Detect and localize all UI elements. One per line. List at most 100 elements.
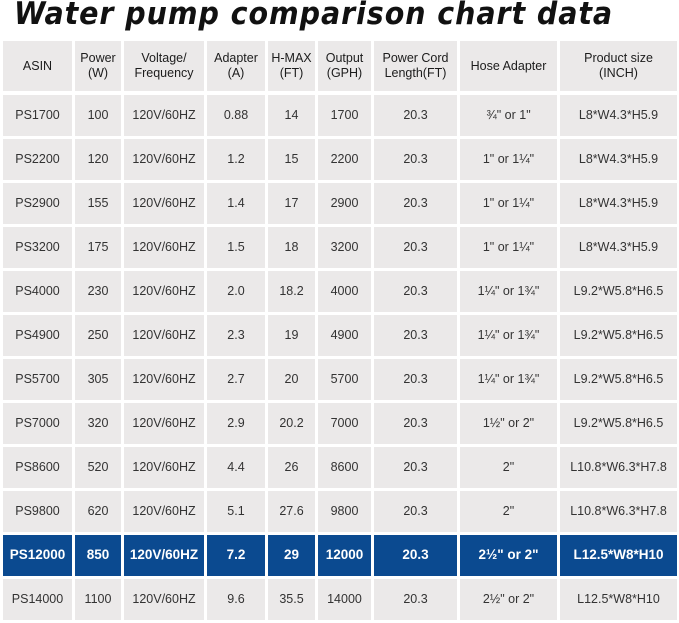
- cell-asin: PS8600: [3, 447, 72, 488]
- cell-cord-length: 20.3: [374, 139, 457, 180]
- cell-output: 3200: [318, 227, 371, 268]
- cell-power: 320: [75, 403, 121, 444]
- cell-asin: PS12000: [3, 535, 72, 576]
- table-row: PS8600 520 120V/60HZ 4.4 26 8600 20.3 2" L10.8*W…: [3, 447, 677, 488]
- cell-output: 4900: [318, 315, 371, 356]
- cell-hose-adapter: 2½" or 2": [460, 535, 557, 576]
- cell-output: 9800: [318, 491, 371, 532]
- header-sublabel: (W): [87, 66, 109, 80]
- cell-hmax: 17: [268, 183, 315, 224]
- cell-output: 1700: [318, 95, 371, 136]
- cell-voltage: 120V/60HZ: [124, 359, 204, 400]
- cell-hmax: 29: [268, 535, 315, 576]
- cell-product-size: L12.5*W8*H10: [560, 579, 677, 620]
- cell-adapter: 2.9: [207, 403, 265, 444]
- header-output: Output (GPH): [318, 41, 371, 91]
- header-label: H-MAX: [271, 51, 312, 65]
- table-row: PS9800 620 120V/60HZ 5.1 27.6 9800 20.3 2" L10.8…: [3, 491, 677, 532]
- cell-asin: PS14000: [3, 579, 72, 620]
- cell-power: 1100: [75, 579, 121, 620]
- cell-output: 2200: [318, 139, 371, 180]
- cell-asin: PS7000: [3, 403, 72, 444]
- cell-hose-adapter: 2½" or 2": [460, 579, 557, 620]
- cell-cord-length: 20.3: [374, 183, 457, 224]
- cell-hmax: 35.5: [268, 579, 315, 620]
- cell-asin: PS1700: [3, 95, 72, 136]
- table-header-row: ASIN Power (W) Voltage/Frequency Adapter (A) H…: [3, 41, 677, 91]
- cell-cord-length: 20.3: [374, 579, 457, 620]
- cell-power: 850: [75, 535, 121, 576]
- cell-voltage: 120V/60HZ: [124, 315, 204, 356]
- cell-hmax: 14: [268, 95, 315, 136]
- cell-product-size: L8*W4.3*H5.9: [560, 139, 677, 180]
- table-row: PS4000 230 120V/60HZ 2.0 18.2 4000 20.3 1¼" or …: [3, 271, 677, 312]
- comparison-table: ASIN Power (W) Voltage/Frequency Adapter (A) H…: [3, 41, 677, 623]
- cell-output: 7000: [318, 403, 371, 444]
- cell-output: 2900: [318, 183, 371, 224]
- cell-cord-length: 20.3: [374, 227, 457, 268]
- cell-hose-adapter: 1" or 1¼": [460, 183, 557, 224]
- header-voltage: Voltage/Frequency: [124, 41, 204, 91]
- header-label: Power Cord: [382, 51, 449, 65]
- header-label: Voltage/: [141, 51, 187, 65]
- header-adapter: Adapter (A): [207, 41, 265, 91]
- cell-hmax: 15: [268, 139, 315, 180]
- cell-adapter: 4.4: [207, 447, 265, 488]
- cell-cord-length: 20.3: [374, 95, 457, 136]
- cell-product-size: L10.8*W6.3*H7.8: [560, 447, 677, 488]
- header-product-size: Product size (INCH): [560, 41, 677, 91]
- cell-hmax: 18.2: [268, 271, 315, 312]
- table-row: PS4900 250 120V/60HZ 2.3 19 4900 20.3 1¼" or 1¾…: [3, 315, 677, 356]
- cell-power: 175: [75, 227, 121, 268]
- cell-asin: PS9800: [3, 491, 72, 532]
- cell-product-size: L8*W4.3*H5.9: [560, 95, 677, 136]
- cell-adapter: 2.3: [207, 315, 265, 356]
- header-asin: ASIN: [3, 41, 72, 91]
- table-row: PS14000 1100 120V/60HZ 9.6 35.5 14000 20.3 2½" …: [3, 579, 677, 620]
- cell-hmax: 20: [268, 359, 315, 400]
- cell-hmax: 20.2: [268, 403, 315, 444]
- header-cord-length: Power Cord Length(FT): [374, 41, 457, 91]
- header-label: ASIN: [22, 58, 53, 73]
- header-hmax: H-MAX (FT): [268, 41, 315, 91]
- cell-power: 230: [75, 271, 121, 312]
- cell-power: 305: [75, 359, 121, 400]
- cell-adapter: 1.2: [207, 139, 265, 180]
- cell-product-size: L8*W4.3*H5.9: [560, 227, 677, 268]
- cell-asin: PS4900: [3, 315, 72, 356]
- cell-output: 5700: [318, 359, 371, 400]
- header-sublabel: Frequency: [134, 66, 194, 80]
- cell-output: 4000: [318, 271, 371, 312]
- cell-power: 520: [75, 447, 121, 488]
- cell-voltage: 120V/60HZ: [124, 227, 204, 268]
- cell-product-size: L8*W4.3*H5.9: [560, 183, 677, 224]
- table-row: PS3200 175 120V/60HZ 1.5 18 3200 20.3 1" or 1¼"…: [3, 227, 677, 268]
- cell-adapter: 2.0: [207, 271, 265, 312]
- cell-asin: PS5700: [3, 359, 72, 400]
- table-row: PS1700 100 120V/60HZ 0.88 14 1700 20.3 ¾" or 1"…: [3, 95, 677, 136]
- cell-hose-adapter: 1½" or 2": [460, 403, 557, 444]
- cell-hmax: 27.6: [268, 491, 315, 532]
- header-power: Power (W): [75, 41, 121, 91]
- cell-voltage: 120V/60HZ: [124, 535, 204, 576]
- cell-power: 100: [75, 95, 121, 136]
- cell-hmax: 26: [268, 447, 315, 488]
- cell-power: 155: [75, 183, 121, 224]
- cell-cord-length: 20.3: [374, 447, 457, 488]
- header-label: Output: [325, 51, 364, 65]
- header-sublabel: (A): [227, 66, 245, 80]
- cell-product-size: L10.8*W6.3*H7.8: [560, 491, 677, 532]
- cell-cord-length: 20.3: [374, 491, 457, 532]
- cell-asin: PS2900: [3, 183, 72, 224]
- header-hose-adapter: Hose Adapter: [460, 41, 557, 91]
- cell-power: 620: [75, 491, 121, 532]
- cell-adapter: 1.5: [207, 227, 265, 268]
- header-label: Power: [80, 51, 116, 65]
- cell-voltage: 120V/60HZ: [124, 95, 204, 136]
- table-row-highlighted: PS12000 850 120V/60HZ 7.2 29 12000 20.3 2½" or …: [3, 535, 677, 576]
- cell-hose-adapter: 1" or 1¼": [460, 139, 557, 180]
- cell-voltage: 120V/60HZ: [124, 403, 204, 444]
- cell-hose-adapter: 1" or 1¼": [460, 227, 557, 268]
- header-label: Product size: [584, 51, 653, 65]
- cell-voltage: 120V/60HZ: [124, 447, 204, 488]
